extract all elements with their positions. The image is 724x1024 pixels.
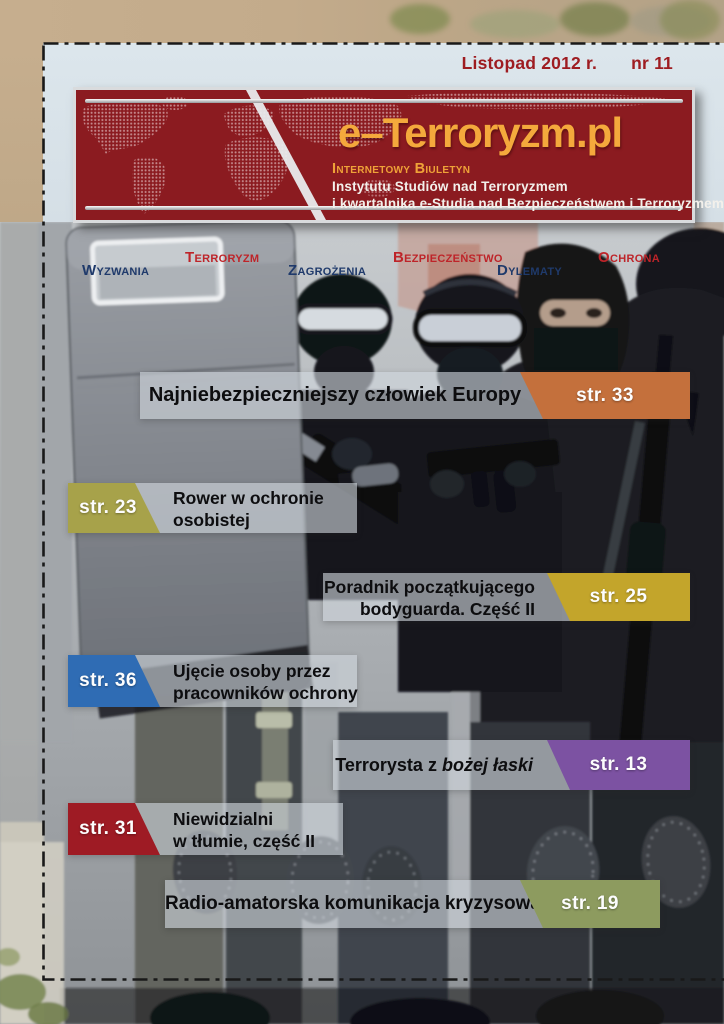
glove <box>332 438 372 470</box>
page-tag: str. 13 <box>547 740 690 790</box>
topic-terroryzm: Terroryzm <box>185 249 260 266</box>
masthead-silver-line <box>85 99 683 103</box>
balaclava-mouth-cover <box>534 328 618 370</box>
riot-shield <box>65 222 314 719</box>
issue-date-line: Listopad 2012 r. nr 11 <box>462 53 673 73</box>
masthead-banner: e–Terroryzm.pl Internetowy Biuletyn Inst… <box>73 87 724 223</box>
moss-patch <box>560 2 630 36</box>
article-banner-najniebezpieczniejszy[interactable]: Najniebezpieczniejszy człowiek Europy st… <box>140 372 690 419</box>
page-tag: str. 19 <box>520 880 660 928</box>
page-number: str. 25 <box>589 586 648 607</box>
eye <box>550 308 566 318</box>
strap-buckle <box>256 712 292 728</box>
article-title: Najniebezpieczniejszy człowiek Europy <box>148 384 522 406</box>
page-tag: str. 31 <box>68 803 160 855</box>
boot <box>536 990 664 1024</box>
page-number: str. 36 <box>79 670 137 691</box>
article-title: Terrorysta z bożej łaski <box>335 755 533 775</box>
pillar <box>0 822 68 1024</box>
moss-patch <box>390 4 450 34</box>
topic-wyzwania: Wyzwania <box>82 262 150 279</box>
article-banner-niewidzialni[interactable]: Niewidzialni w tłumie, część II str. 31 <box>68 803 343 855</box>
page-tag: str. 33 <box>520 372 690 419</box>
article-banner-rower[interactable]: Rower w ochronie osobistej str. 23 <box>68 483 357 533</box>
moss-patch <box>660 0 720 40</box>
page-number: str. 23 <box>79 497 137 518</box>
subtitle-quarterly: i kwartalnika e-Studia nad Bezpieczeństw… <box>332 196 724 211</box>
article-title: Poradnik początkującego bodyguarda. Część… <box>323 577 535 619</box>
goggles-icon <box>293 303 393 335</box>
boot <box>350 998 490 1024</box>
topic-zagrozenia: Zagrożenia <box>288 262 367 279</box>
boot <box>150 992 270 1024</box>
cardboard-top-margin <box>0 0 724 43</box>
goggles-icon <box>413 309 527 347</box>
glove <box>504 461 536 487</box>
eye <box>586 308 602 318</box>
issue-number: nr 11 <box>631 53 673 73</box>
page-number: str. 33 <box>576 384 634 406</box>
moss-patch <box>0 948 20 966</box>
page-number: str. 31 <box>79 818 137 839</box>
moss-patch <box>470 10 560 38</box>
masthead-subtitles: Internetowy Biuletyn Instytutu Studiów n… <box>332 161 724 212</box>
moss-patch <box>28 1002 68 1024</box>
article-banner-poradnik[interactable]: Poradnik początkującego bodyguarda. Część… <box>323 573 690 621</box>
topic-ochrona: Ochrona <box>598 249 661 266</box>
glove <box>430 470 464 498</box>
article-title: Radio-amatorska komunikacja kryzysowa <box>165 893 541 914</box>
issue-date: Listopad 2012 r. <box>461 53 598 73</box>
cardboard-left-margin <box>0 43 43 223</box>
article-banner-ujecie[interactable]: Ujęcie osoby przez pracowników ochrony st… <box>68 655 358 707</box>
article-banner-terrorysta[interactable]: Terrorysta z bożej łaski str. 13 <box>333 740 690 790</box>
article-title: Ujęcie osoby przez pracowników ochrony <box>173 661 358 703</box>
article-title: Niewidzialni w tłumie, część II <box>173 809 315 851</box>
page-number: str. 13 <box>589 754 648 775</box>
strap-buckle <box>256 782 292 798</box>
topic-dylematy: Dylematy <box>497 262 562 279</box>
article-banner-radio[interactable]: Radio-amatorska komunikacja kryzysowa st… <box>165 880 660 928</box>
page-tag: str. 36 <box>68 655 160 707</box>
article-title: Rower w ochronie osobistej <box>173 488 324 530</box>
page-tag: str. 23 <box>68 483 160 533</box>
page-tag: str. 25 <box>547 573 690 621</box>
magazine-title: e–Terroryzm.pl <box>338 109 623 156</box>
subtitle-bulletin: Internetowy Biuletyn <box>332 161 471 177</box>
subtitle-institute: Instytutu Studiów nad Terroryzmem <box>332 179 568 194</box>
topic-bezpieczenstwo: Bezpieczeństwo <box>393 249 503 266</box>
moss-patch <box>0 974 46 1010</box>
page-number: str. 19 <box>561 893 619 914</box>
